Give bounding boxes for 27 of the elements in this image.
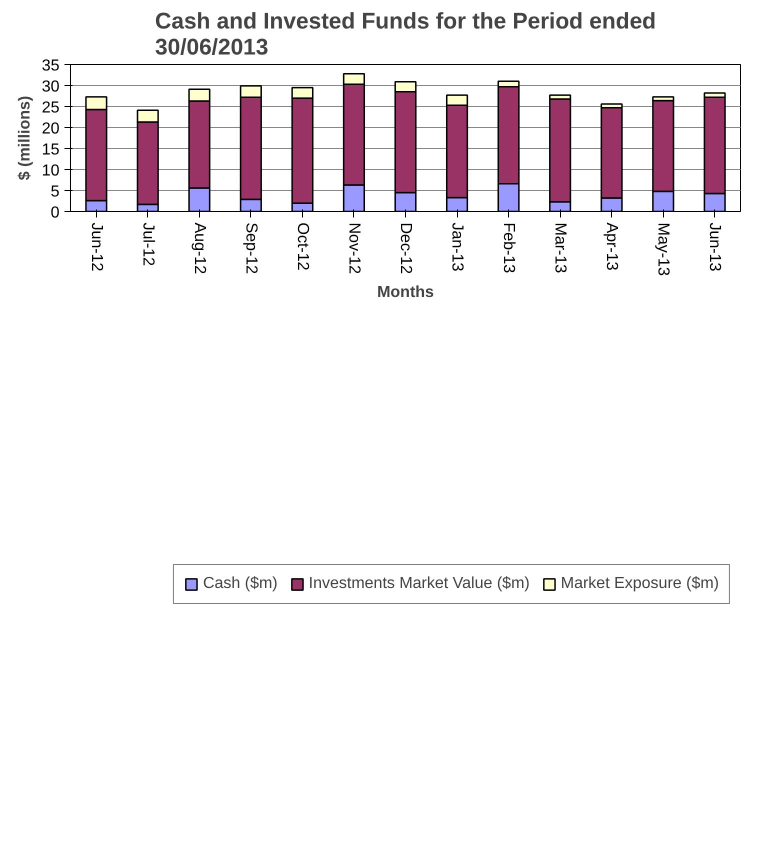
y-tick-label: 0 <box>50 204 60 222</box>
legend-label: Cash ($m) <box>202 575 278 593</box>
y-axis-title: $ (millions) <box>16 96 34 180</box>
x-tick-label: Jul-12 <box>139 222 156 266</box>
legend-label: Investments Market Value ($m) <box>308 575 530 593</box>
x-tick-label: Jun-13 <box>706 222 724 272</box>
x-tick-label: Jun-12 <box>88 222 105 272</box>
x-tick-label: Sep-12 <box>242 222 260 274</box>
x-tick-label: Mar-13 <box>552 222 569 274</box>
y-tick-label: 5 <box>50 184 60 200</box>
y-tick-label: 25 <box>42 100 60 116</box>
x-tick-label: May-13 <box>654 222 672 276</box>
y-tick-label: 20 <box>42 120 60 138</box>
x-axis-title: Months <box>377 284 434 301</box>
y-tick-label: 15 <box>42 142 60 158</box>
x-tick-label: Dec-12 <box>397 222 414 274</box>
y-tick-label: 30 <box>42 78 60 96</box>
x-tick-label: Jan-13 <box>448 222 466 272</box>
chart-title: Cash and Invested Funds for the Period ended 30/06/2013 <box>154 8 656 60</box>
y-tick-label: 10 <box>42 162 60 180</box>
legend-label: Market Exposure ($m) <box>560 575 719 593</box>
x-tick-label: Nov-12 <box>345 222 362 274</box>
x-tick-label: Oct-12 <box>294 222 311 271</box>
x-tick-label: Apr-13 <box>603 222 620 271</box>
y-tick-label: 35 <box>42 58 60 74</box>
x-tick-label: Aug-12 <box>190 222 208 274</box>
x-tick-label: Feb-13 <box>500 222 518 274</box>
